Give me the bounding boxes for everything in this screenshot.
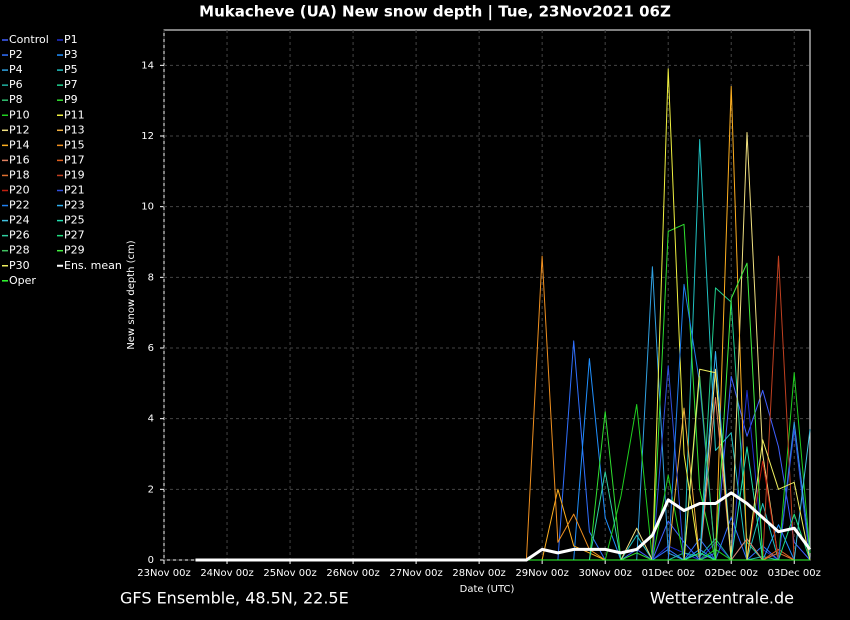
y-axis-label: New snow depth (cm) xyxy=(126,240,137,349)
y-tick-label: 6 xyxy=(148,343,154,354)
legend-label: P13 xyxy=(64,123,85,136)
legend-label: P14 xyxy=(9,138,30,151)
x-tick-label: 01Dec 00z xyxy=(642,568,695,579)
x-tick-label: 03Dec 00z xyxy=(768,568,821,579)
chart-title: Mukacheve (UA) New snow depth | Tue, 23N… xyxy=(199,3,671,22)
legend-label: P28 xyxy=(9,244,30,257)
x-tick-label: 02Dec 00z xyxy=(705,568,758,579)
legend-label: P5 xyxy=(64,63,78,76)
legend-label: P11 xyxy=(64,108,85,121)
legend-label: P12 xyxy=(9,123,30,136)
legend-label: P17 xyxy=(64,153,85,166)
y-tick-label: 4 xyxy=(148,414,154,425)
y-tick-label: 0 xyxy=(148,555,154,566)
x-tick-label: 29Nov 00z xyxy=(515,568,568,579)
legend-label: P6 xyxy=(9,78,23,91)
legend-label: P24 xyxy=(9,214,30,227)
legend-label: Ens. mean xyxy=(64,259,122,272)
x-tick-label: 30Nov 00z xyxy=(578,568,631,579)
footer-right: Wetterzentrale.de xyxy=(650,589,794,608)
legend-label: P2 xyxy=(9,48,23,61)
y-tick-label: 8 xyxy=(148,272,154,283)
y-tick-label: 12 xyxy=(141,131,154,142)
legend-label: P1 xyxy=(64,33,78,46)
legend-label: P22 xyxy=(9,199,30,212)
x-tick-label: 23Nov 00z xyxy=(137,568,190,579)
x-tick-label: 28Nov 00z xyxy=(452,568,505,579)
legend-label: P15 xyxy=(64,138,85,151)
y-tick-label: 10 xyxy=(141,202,154,213)
legend-label: P10 xyxy=(9,108,30,121)
legend-label: P4 xyxy=(9,63,23,76)
legend-label: P9 xyxy=(64,93,78,106)
y-tick-label: 2 xyxy=(148,484,154,495)
legend-label: P25 xyxy=(64,214,85,227)
legend-label: P18 xyxy=(9,168,30,181)
y-tick-label: 14 xyxy=(141,60,154,71)
footer-left: GFS Ensemble, 48.5N, 22.5E xyxy=(120,589,349,608)
series-line xyxy=(195,491,812,562)
x-tick-label: 25Nov 00z xyxy=(263,568,316,579)
legend-label: P23 xyxy=(64,199,85,212)
x-tick-label: 27Nov 00z xyxy=(389,568,442,579)
legend-label: P27 xyxy=(64,229,85,242)
legend-label: P3 xyxy=(64,48,78,61)
legend-label: P20 xyxy=(9,184,30,197)
legend-label: P29 xyxy=(64,244,85,257)
x-tick-label: 24Nov 00z xyxy=(200,568,253,579)
x-axis-label: Date (UTC) xyxy=(460,584,515,595)
legend-label: P8 xyxy=(9,93,23,106)
x-tick-label: 26Nov 00z xyxy=(326,568,379,579)
legend-label: P30 xyxy=(9,259,30,272)
legend-label: Control xyxy=(9,33,49,46)
legend-label: P7 xyxy=(64,78,78,91)
legend-label: P26 xyxy=(9,229,30,242)
legend-label: P19 xyxy=(64,168,85,181)
legend-label: Oper xyxy=(9,274,36,287)
legend-label: P21 xyxy=(64,184,85,197)
legend-label: P16 xyxy=(9,153,30,166)
